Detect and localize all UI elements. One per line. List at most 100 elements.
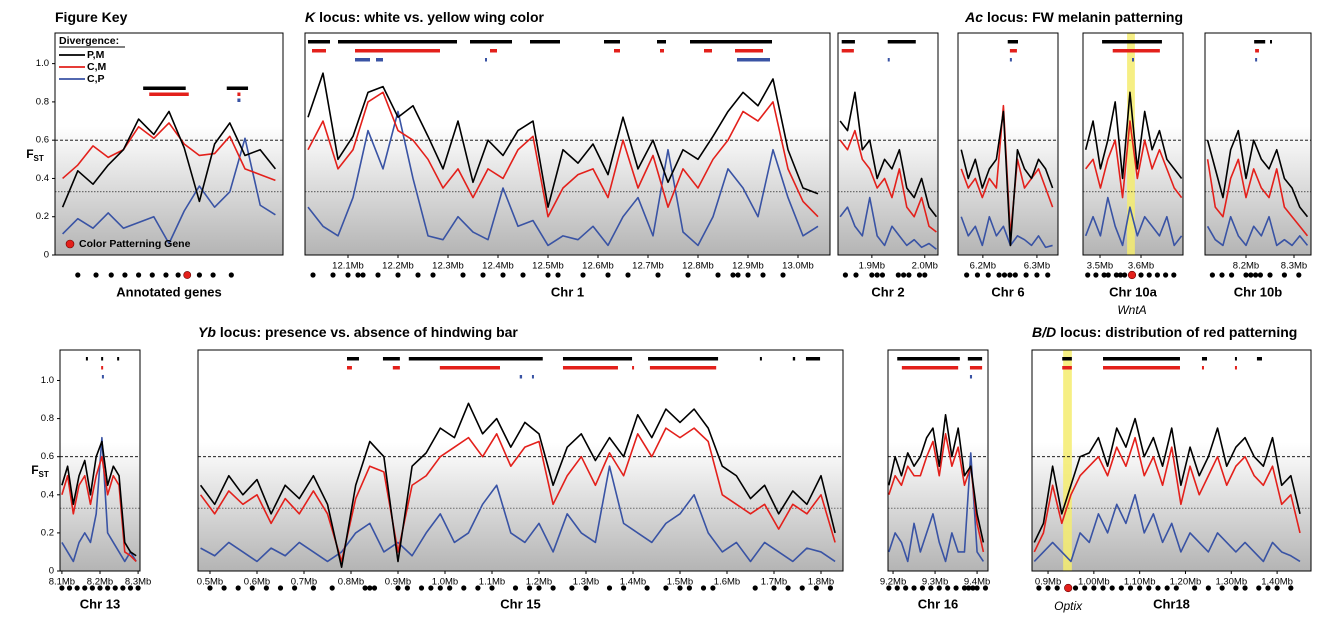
- fst-line: [61, 440, 137, 557]
- fst-line: [1033, 436, 1301, 553]
- divergence-block: [143, 86, 186, 90]
- gene-dot: [196, 272, 202, 278]
- title-text: locus: presence vs. absence of hindwing …: [220, 324, 519, 340]
- divergence-block: [226, 86, 249, 90]
- gene-dot: [894, 585, 900, 591]
- gene-dot: [970, 585, 976, 591]
- fst-line: [1085, 120, 1183, 199]
- x-tick-label: 0.6Mb: [244, 577, 270, 588]
- gene-name: Optix: [1054, 599, 1083, 613]
- divergence-block: [792, 357, 796, 361]
- chromosome-label: Annotated genes: [116, 284, 221, 299]
- gene-dot: [974, 585, 980, 591]
- divergence-block: [632, 366, 635, 370]
- gene-dot: [663, 585, 669, 591]
- fst-line: [307, 91, 819, 218]
- fst-line: [199, 427, 836, 563]
- divergence-block: [1255, 58, 1258, 62]
- y-tick-label: 0.6: [41, 451, 54, 462]
- gene-dot: [149, 272, 155, 278]
- gene-dot: [291, 585, 298, 591]
- divergence-block: [897, 357, 960, 361]
- panel-background: [838, 33, 938, 255]
- locus-name: Ac: [964, 9, 983, 25]
- gene-dot: [430, 272, 436, 278]
- gene-dot: [526, 585, 533, 591]
- gene-dot: [886, 585, 892, 591]
- gene-dot: [97, 585, 103, 591]
- gene-dot: [1219, 272, 1225, 278]
- gene-dot: [175, 272, 181, 278]
- gene-dot: [752, 585, 758, 591]
- gene-dot: [1164, 585, 1170, 591]
- x-tick-label: 1.00Mb: [1078, 577, 1110, 588]
- gene-dot: [1109, 585, 1115, 591]
- gene-dot: [512, 585, 519, 591]
- gene-dot: [1127, 585, 1134, 591]
- gene-dot: [1233, 585, 1239, 591]
- x-tick-label: 2.0Mb: [912, 261, 938, 272]
- x-tick-label: 1.40Mb: [1261, 577, 1293, 588]
- divergence-block: [704, 49, 712, 53]
- gene-dot: [606, 585, 613, 591]
- gene-dot: [964, 272, 970, 278]
- gene-dot: [277, 585, 284, 591]
- divergence-block: [1007, 40, 1018, 44]
- gene-dot: [536, 585, 542, 591]
- fst-line: [839, 196, 937, 250]
- gene-dot: [461, 585, 467, 591]
- divergence-block: [969, 375, 973, 379]
- fst-line: [199, 402, 836, 568]
- gene-dot: [874, 272, 880, 278]
- gene-dot: [1117, 272, 1124, 278]
- y-axis-label-subscript: ST: [39, 470, 49, 479]
- gene-dot: [605, 272, 611, 278]
- gene-dot: [620, 585, 627, 591]
- fst-line: [888, 413, 985, 543]
- x-tick-label: 6.2Mb: [970, 261, 996, 272]
- gene-dot: [1082, 585, 1088, 591]
- gene-dot: [1267, 272, 1273, 278]
- divergence-block: [530, 40, 560, 44]
- gene-dot: [785, 585, 791, 591]
- fst-line: [62, 122, 276, 182]
- gene-dot: [677, 585, 683, 591]
- x-tick-label: 0.7Mb: [291, 577, 317, 588]
- x-tick-label: 12.3Mb: [432, 261, 464, 272]
- divergence-block: [117, 357, 120, 361]
- gene-dot: [371, 585, 378, 591]
- gene-dot: [1228, 272, 1235, 278]
- gene-dot: [1171, 272, 1177, 278]
- gene-dot: [1209, 272, 1215, 278]
- divergence-block: [562, 366, 618, 370]
- gene-dot: [760, 272, 766, 278]
- divergence-block: [660, 49, 664, 53]
- gene-dot: [945, 585, 951, 591]
- fst-line: [307, 72, 819, 208]
- gene-dot: [1248, 272, 1254, 278]
- gene-dot: [545, 272, 551, 278]
- legend-gene-dot: [65, 239, 75, 249]
- gene-dot: [249, 585, 255, 591]
- gene-dot: [475, 585, 481, 591]
- gene-dot: [953, 585, 959, 591]
- panel-frame: [54, 32, 284, 256]
- divergence-block: [657, 40, 666, 44]
- divergence-block: [1201, 357, 1208, 361]
- divergence-block: [85, 357, 88, 361]
- gene-dot: [105, 585, 111, 591]
- divergence-block: [649, 366, 717, 370]
- chromosome-label: Chr 1: [551, 284, 584, 299]
- divergence-block: [101, 366, 104, 370]
- chromosome-label: Chr 2: [871, 284, 904, 299]
- divergence-block: [346, 357, 359, 361]
- divergence-block: [308, 40, 330, 44]
- gene-dot: [228, 272, 234, 278]
- divergence-block: [690, 40, 772, 44]
- x-tick-label: 12.8Mb: [682, 261, 714, 272]
- gene-dot: [730, 272, 736, 278]
- gene-dot: [996, 272, 1002, 278]
- x-tick-label: 0.8Mb: [338, 577, 364, 588]
- divergence-block: [485, 58, 487, 62]
- gene-dot: [799, 585, 805, 591]
